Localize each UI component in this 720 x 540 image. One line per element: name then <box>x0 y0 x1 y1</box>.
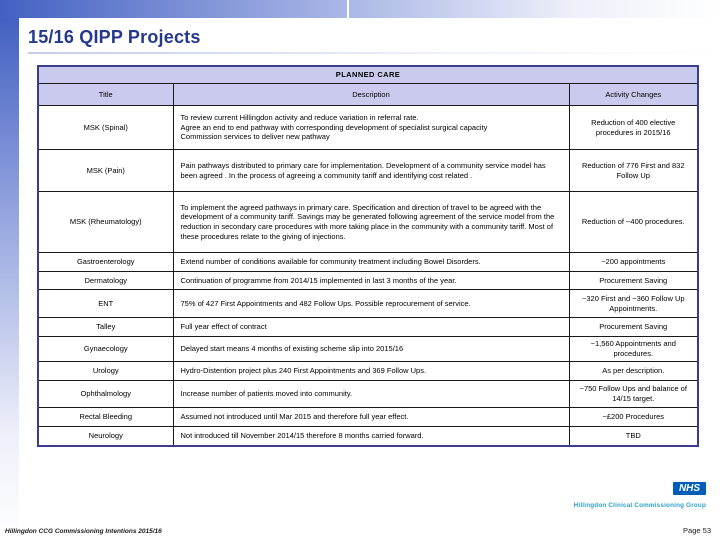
table-cell-title: Rectal Bleeding <box>37 407 174 427</box>
nhs-logo: NHS <box>673 482 706 495</box>
table-cell-description: Continuation of programme from 2014/15 i… <box>172 271 570 290</box>
table-cell-description: Extend number of conditions available fo… <box>172 252 570 272</box>
section-header: PLANNED CARE <box>37 65 699 84</box>
table-cell-title: Dermatology <box>37 271 174 290</box>
column-header-description: Description <box>172 83 570 106</box>
table-cell-activity: ~£200 Procedures <box>568 407 699 427</box>
table-cell-activity: ~320 First and ~360 Follow Up Appointmen… <box>568 289 699 318</box>
table-cell-title: MSK (Rheumatology) <box>37 191 174 253</box>
table-cell-description: To review current Hillingdon activity an… <box>172 105 570 150</box>
table-cell-title: Talley <box>37 317 174 337</box>
top-bar-divider <box>347 0 349 18</box>
table-row: MSK (Rheumatology) To implement the agree… <box>37 191 699 253</box>
table-cell-description: Pain pathways distributed to primary car… <box>172 149 570 192</box>
table-cell-title: Urology <box>37 361 174 381</box>
table-cell-activity: ~1,560 Appointments and procedures. <box>568 336 699 362</box>
table-cell-description: 75% of 427 First Appointments and 482 Fo… <box>172 289 570 318</box>
table-row: ENT 75% of 427 First Appointments and 482… <box>37 289 699 318</box>
table-cell-title: MSK (Pain) <box>37 149 174 192</box>
table-row: Ophthalmology Increase number of patients… <box>37 380 699 408</box>
table-cell-activity: TBD <box>568 426 699 446</box>
table-cell-activity: Procurement Saving <box>568 271 699 290</box>
table-row: Dermatology Continuation of programme fro… <box>37 271 699 290</box>
column-header-row: Title Description Activity Changes <box>37 83 699 106</box>
left-gradient-bar <box>0 18 19 540</box>
table-row: MSK (Spinal) To review current Hillingdon… <box>37 105 699 150</box>
table-cell-activity: ~200 appointments <box>568 252 699 272</box>
table-cell-title: Neurology <box>37 426 174 446</box>
table-cell-activity: Procurement Saving <box>568 317 699 337</box>
table-row: Neurology Not introduced till November 20… <box>37 426 699 446</box>
table-cell-activity: Reduction of 776 First and 832 Follow Up <box>568 149 699 192</box>
table-row: Rectal Bleeding Assumed not introduced un… <box>37 407 699 427</box>
table-cell-description: Not introduced till November 2014/15 the… <box>172 426 570 446</box>
page-title: 15/16 QIPP Projects <box>28 27 201 47</box>
nhs-organisation-name: Hillingdon Clinical Commissioning Group <box>573 502 706 509</box>
table-cell-description: To implement the agreed pathways in prim… <box>172 191 570 253</box>
table-cell-title: MSK (Spinal) <box>37 105 174 150</box>
table-cell-title: Gynaecology <box>37 336 174 362</box>
table-cell-activity: ~750 Follow Ups and balance of 14/15 tar… <box>568 380 699 408</box>
table-row: Gynaecology Delayed start means 4 months … <box>37 336 699 362</box>
table-cell-description: Hydro-Distention project plus 240 First … <box>172 361 570 381</box>
page-number: Page 53 <box>683 526 711 535</box>
table-row: Urology Hydro-Distention project plus 240… <box>37 361 699 381</box>
table-cell-activity: Reduction of ~400 procedures. <box>568 191 699 253</box>
title-underline <box>28 52 720 54</box>
table-row: Gastroenterology Extend number of conditi… <box>37 252 699 272</box>
table-cell-title: Ophthalmology <box>37 380 174 408</box>
table-cell-title: ENT <box>37 289 174 318</box>
table-cell-description: Full year effect of contract <box>172 317 570 337</box>
table-cell-description: Increase number of patients moved into c… <box>172 380 570 408</box>
table-cell-title: Gastroenterology <box>37 252 174 272</box>
table-row: Talley Full year effect of contract Procur… <box>37 317 699 337</box>
table-body: MSK (Spinal) To review current Hillingdon… <box>37 105 699 446</box>
planned-care-table: PLANNED CARE Title Description Activity … <box>37 65 699 447</box>
footer-document-title: Hillingdon CCG Commissioning Intentions … <box>5 528 162 535</box>
column-header-title: Title <box>37 83 174 106</box>
top-gradient-bar <box>0 0 720 18</box>
table-cell-activity: As per description. <box>568 361 699 381</box>
table-cell-description: Delayed start means 4 months of existing… <box>172 336 570 362</box>
table-cell-description: Assumed not introduced until Mar 2015 an… <box>172 407 570 427</box>
table-row: MSK (Pain) Pain pathways distributed to p… <box>37 149 699 192</box>
table-cell-activity: Reduction of 400 elective procedures in … <box>568 105 699 150</box>
column-header-activity-changes: Activity Changes <box>568 83 699 106</box>
section-header-row: PLANNED CARE <box>37 65 699 84</box>
